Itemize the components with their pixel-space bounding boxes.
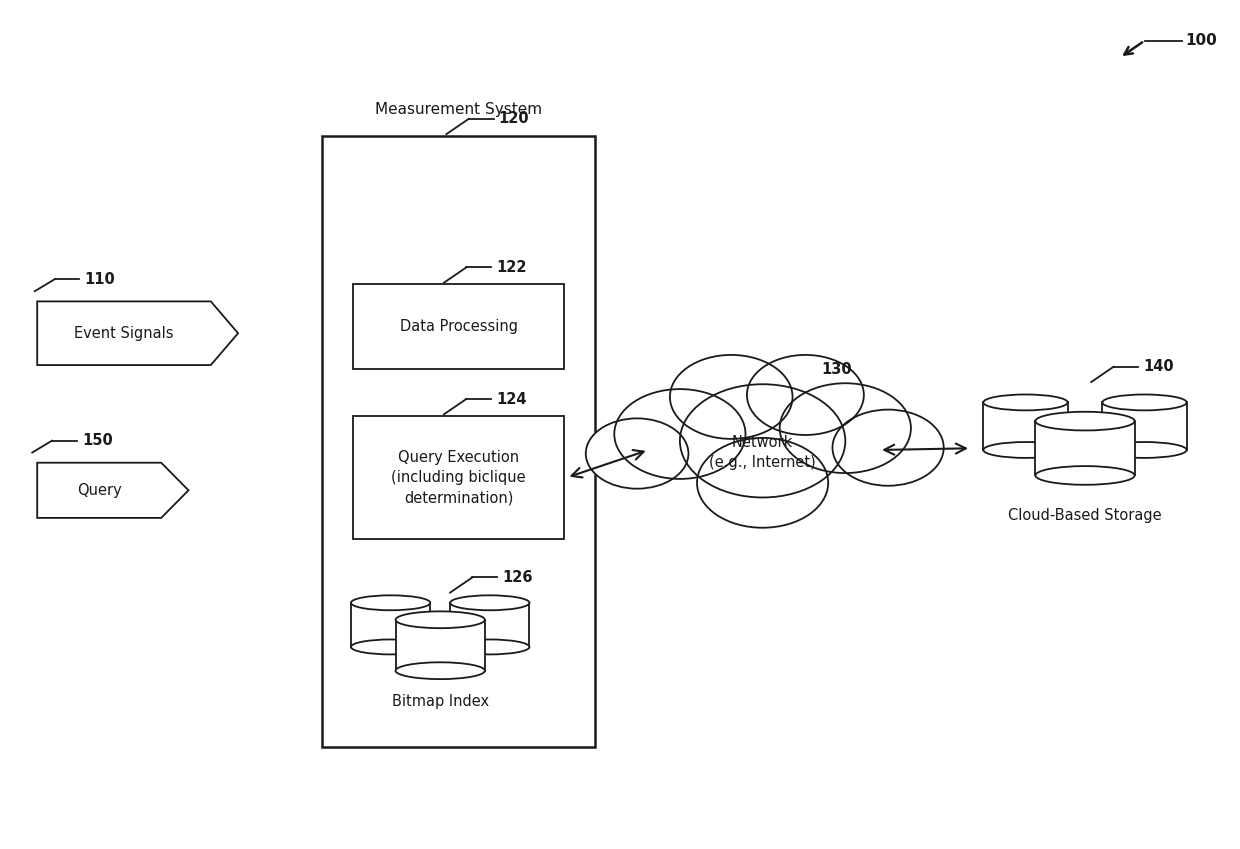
Ellipse shape: [1102, 442, 1187, 458]
Text: Data Processing: Data Processing: [399, 319, 518, 335]
Ellipse shape: [351, 595, 430, 610]
Ellipse shape: [351, 639, 430, 655]
Bar: [322, 136, 595, 747]
Text: Event Signals: Event Signals: [74, 326, 174, 340]
Circle shape: [697, 438, 828, 528]
Text: 124: 124: [496, 391, 527, 407]
Text: Bitmap Index: Bitmap Index: [392, 694, 489, 710]
Bar: [1035, 421, 1135, 475]
Ellipse shape: [450, 595, 529, 610]
Ellipse shape: [450, 639, 529, 655]
Bar: [450, 603, 529, 647]
Ellipse shape: [396, 611, 485, 628]
Polygon shape: [37, 463, 188, 518]
Text: 140: 140: [1143, 359, 1174, 374]
Ellipse shape: [396, 662, 485, 679]
Circle shape: [746, 355, 864, 435]
Circle shape: [614, 389, 745, 479]
Ellipse shape: [983, 395, 1068, 410]
Text: Query Execution
(including biclique
determination): Query Execution (including biclique dete…: [392, 450, 526, 505]
Bar: [353, 284, 564, 369]
Bar: [351, 603, 430, 647]
Text: Cloud-Based Storage: Cloud-Based Storage: [1008, 508, 1162, 523]
Polygon shape: [37, 301, 238, 365]
Text: 120: 120: [498, 111, 529, 127]
Circle shape: [680, 385, 846, 498]
Bar: [353, 416, 564, 539]
Text: Query: Query: [77, 483, 122, 498]
Text: 150: 150: [82, 433, 113, 448]
Circle shape: [670, 355, 792, 439]
Bar: [983, 402, 1068, 450]
Ellipse shape: [983, 442, 1068, 458]
Text: 126: 126: [502, 570, 533, 585]
Text: 130: 130: [821, 362, 852, 377]
Circle shape: [585, 419, 688, 489]
Text: Measurement System: Measurement System: [376, 102, 542, 117]
Circle shape: [832, 409, 944, 486]
Bar: [1102, 402, 1187, 450]
Bar: [396, 620, 485, 671]
Text: Network
(e.g., Internet): Network (e.g., Internet): [709, 436, 816, 469]
Text: 100: 100: [1185, 33, 1218, 48]
Ellipse shape: [1035, 412, 1135, 430]
Ellipse shape: [1035, 466, 1135, 485]
Ellipse shape: [1102, 395, 1187, 410]
Text: 122: 122: [496, 260, 527, 275]
Circle shape: [780, 383, 911, 473]
Text: 110: 110: [84, 272, 115, 287]
